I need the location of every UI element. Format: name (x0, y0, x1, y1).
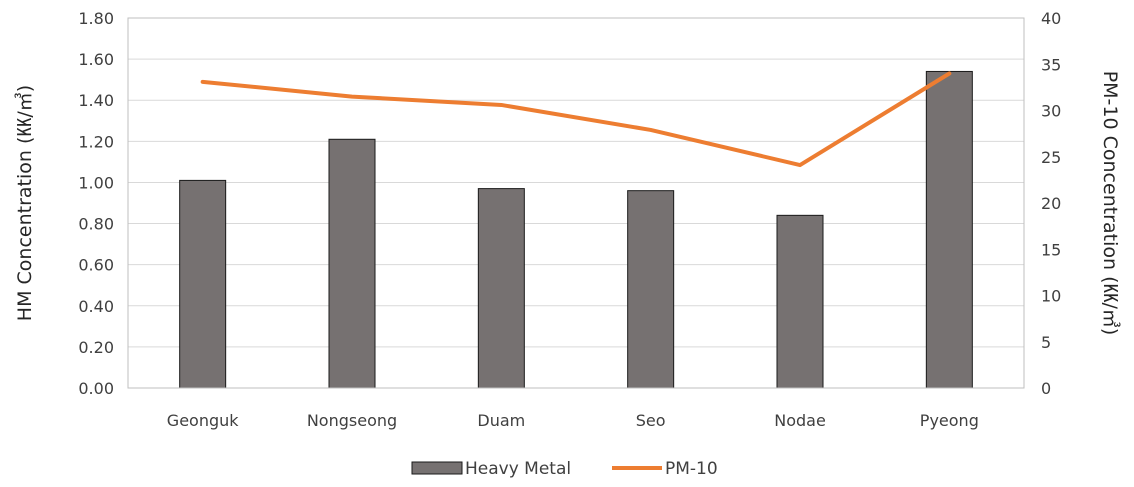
legend: Heavy Metal PM-10 (411, 459, 718, 479)
right-tick-label: 40 (1041, 9, 1061, 28)
category-label: Geonguk (167, 411, 239, 430)
left-axis-title: HM Concentration (㏍/㎥) (14, 85, 36, 321)
category-label: Nodae (774, 411, 826, 430)
category-label: Seo (636, 411, 666, 430)
line-series (200, 71, 952, 168)
category-label: Pyeong (920, 411, 979, 430)
right-tick-label: 5 (1041, 333, 1051, 352)
legend-label-pm10: PM-10 (665, 459, 718, 479)
right-tick-label: 15 (1041, 240, 1061, 259)
bar (925, 70, 973, 389)
bar (776, 214, 824, 389)
left-tick-label: 1.60 (78, 50, 114, 69)
legend-label-heavy-metal: Heavy Metal (465, 459, 571, 479)
left-tick-label: 1.00 (78, 173, 114, 192)
right-tick-label: 25 (1041, 148, 1061, 167)
bar-series (179, 70, 973, 389)
category-axis-labels: Geonguk Nongseong Duam Seo Nodae Pyeong (167, 411, 979, 430)
gridlines (128, 58, 1024, 348)
left-tick-label: 0.60 (78, 256, 114, 275)
left-tick-label: 1.20 (78, 132, 114, 151)
left-tick-label: 0.80 (78, 215, 114, 234)
category-label: Duam (477, 411, 525, 430)
right-tick-label: 10 (1041, 287, 1061, 306)
category-label: Nongseong (307, 411, 397, 430)
right-tick-label: 30 (1041, 102, 1061, 121)
legend-swatch-heavy-metal (411, 461, 463, 475)
left-tick-label: 0.40 (78, 297, 114, 316)
right-axis-title: PM-10 Concentration (㏍/㎥) (1099, 71, 1121, 336)
left-tick-label: 1.80 (78, 9, 114, 28)
pm10-line (200, 71, 952, 168)
right-tick-label: 35 (1041, 55, 1061, 74)
left-axis-ticks: 0.00 0.20 0.40 0.60 0.80 1.00 1.20 1.40 1.60 1.80 (78, 9, 114, 398)
bar (477, 188, 525, 389)
plot-border (127, 17, 1025, 389)
bar (627, 190, 675, 389)
left-tick-label: 0.20 (78, 338, 114, 357)
right-axis-ticks: 0 5 10 15 20 25 30 35 40 (1041, 9, 1061, 398)
bar (179, 179, 227, 389)
bar (328, 138, 376, 389)
left-tick-label: 1.40 (78, 91, 114, 110)
right-tick-label: 0 (1041, 379, 1051, 398)
right-tick-label: 20 (1041, 194, 1061, 213)
left-tick-label: 0.00 (78, 379, 114, 398)
